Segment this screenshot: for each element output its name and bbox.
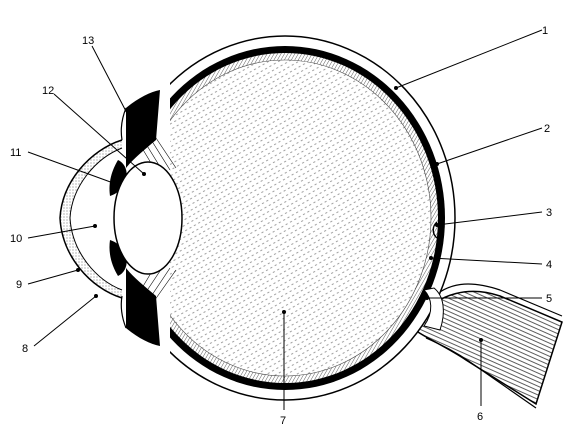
lens (113, 161, 183, 275)
ciliary-body-lower (126, 268, 160, 346)
label-6: 6 (477, 411, 483, 423)
leaders (27, 29, 543, 410)
conjunctiva-upper (120, 107, 127, 141)
label-2: 2 (544, 123, 550, 135)
fovea (432, 221, 438, 239)
label-12: 12 (42, 85, 54, 97)
label-7: 7 (280, 415, 286, 427)
label-10: 10 (10, 233, 22, 245)
label-4: 4 (546, 259, 552, 271)
label-8: 8 (22, 343, 28, 355)
label-9: 9 (16, 279, 22, 291)
label-5: 5 (546, 293, 552, 305)
label-1: 1 (542, 25, 548, 37)
conjunctiva-lower (120, 295, 127, 329)
label-11: 11 (10, 147, 21, 159)
label-3: 3 (546, 207, 552, 219)
vitreous-body (138, 59, 432, 377)
label-13: 13 (82, 35, 94, 47)
optic-nerve-sheath-lower (425, 337, 537, 409)
ciliary-body-upper (126, 90, 160, 168)
